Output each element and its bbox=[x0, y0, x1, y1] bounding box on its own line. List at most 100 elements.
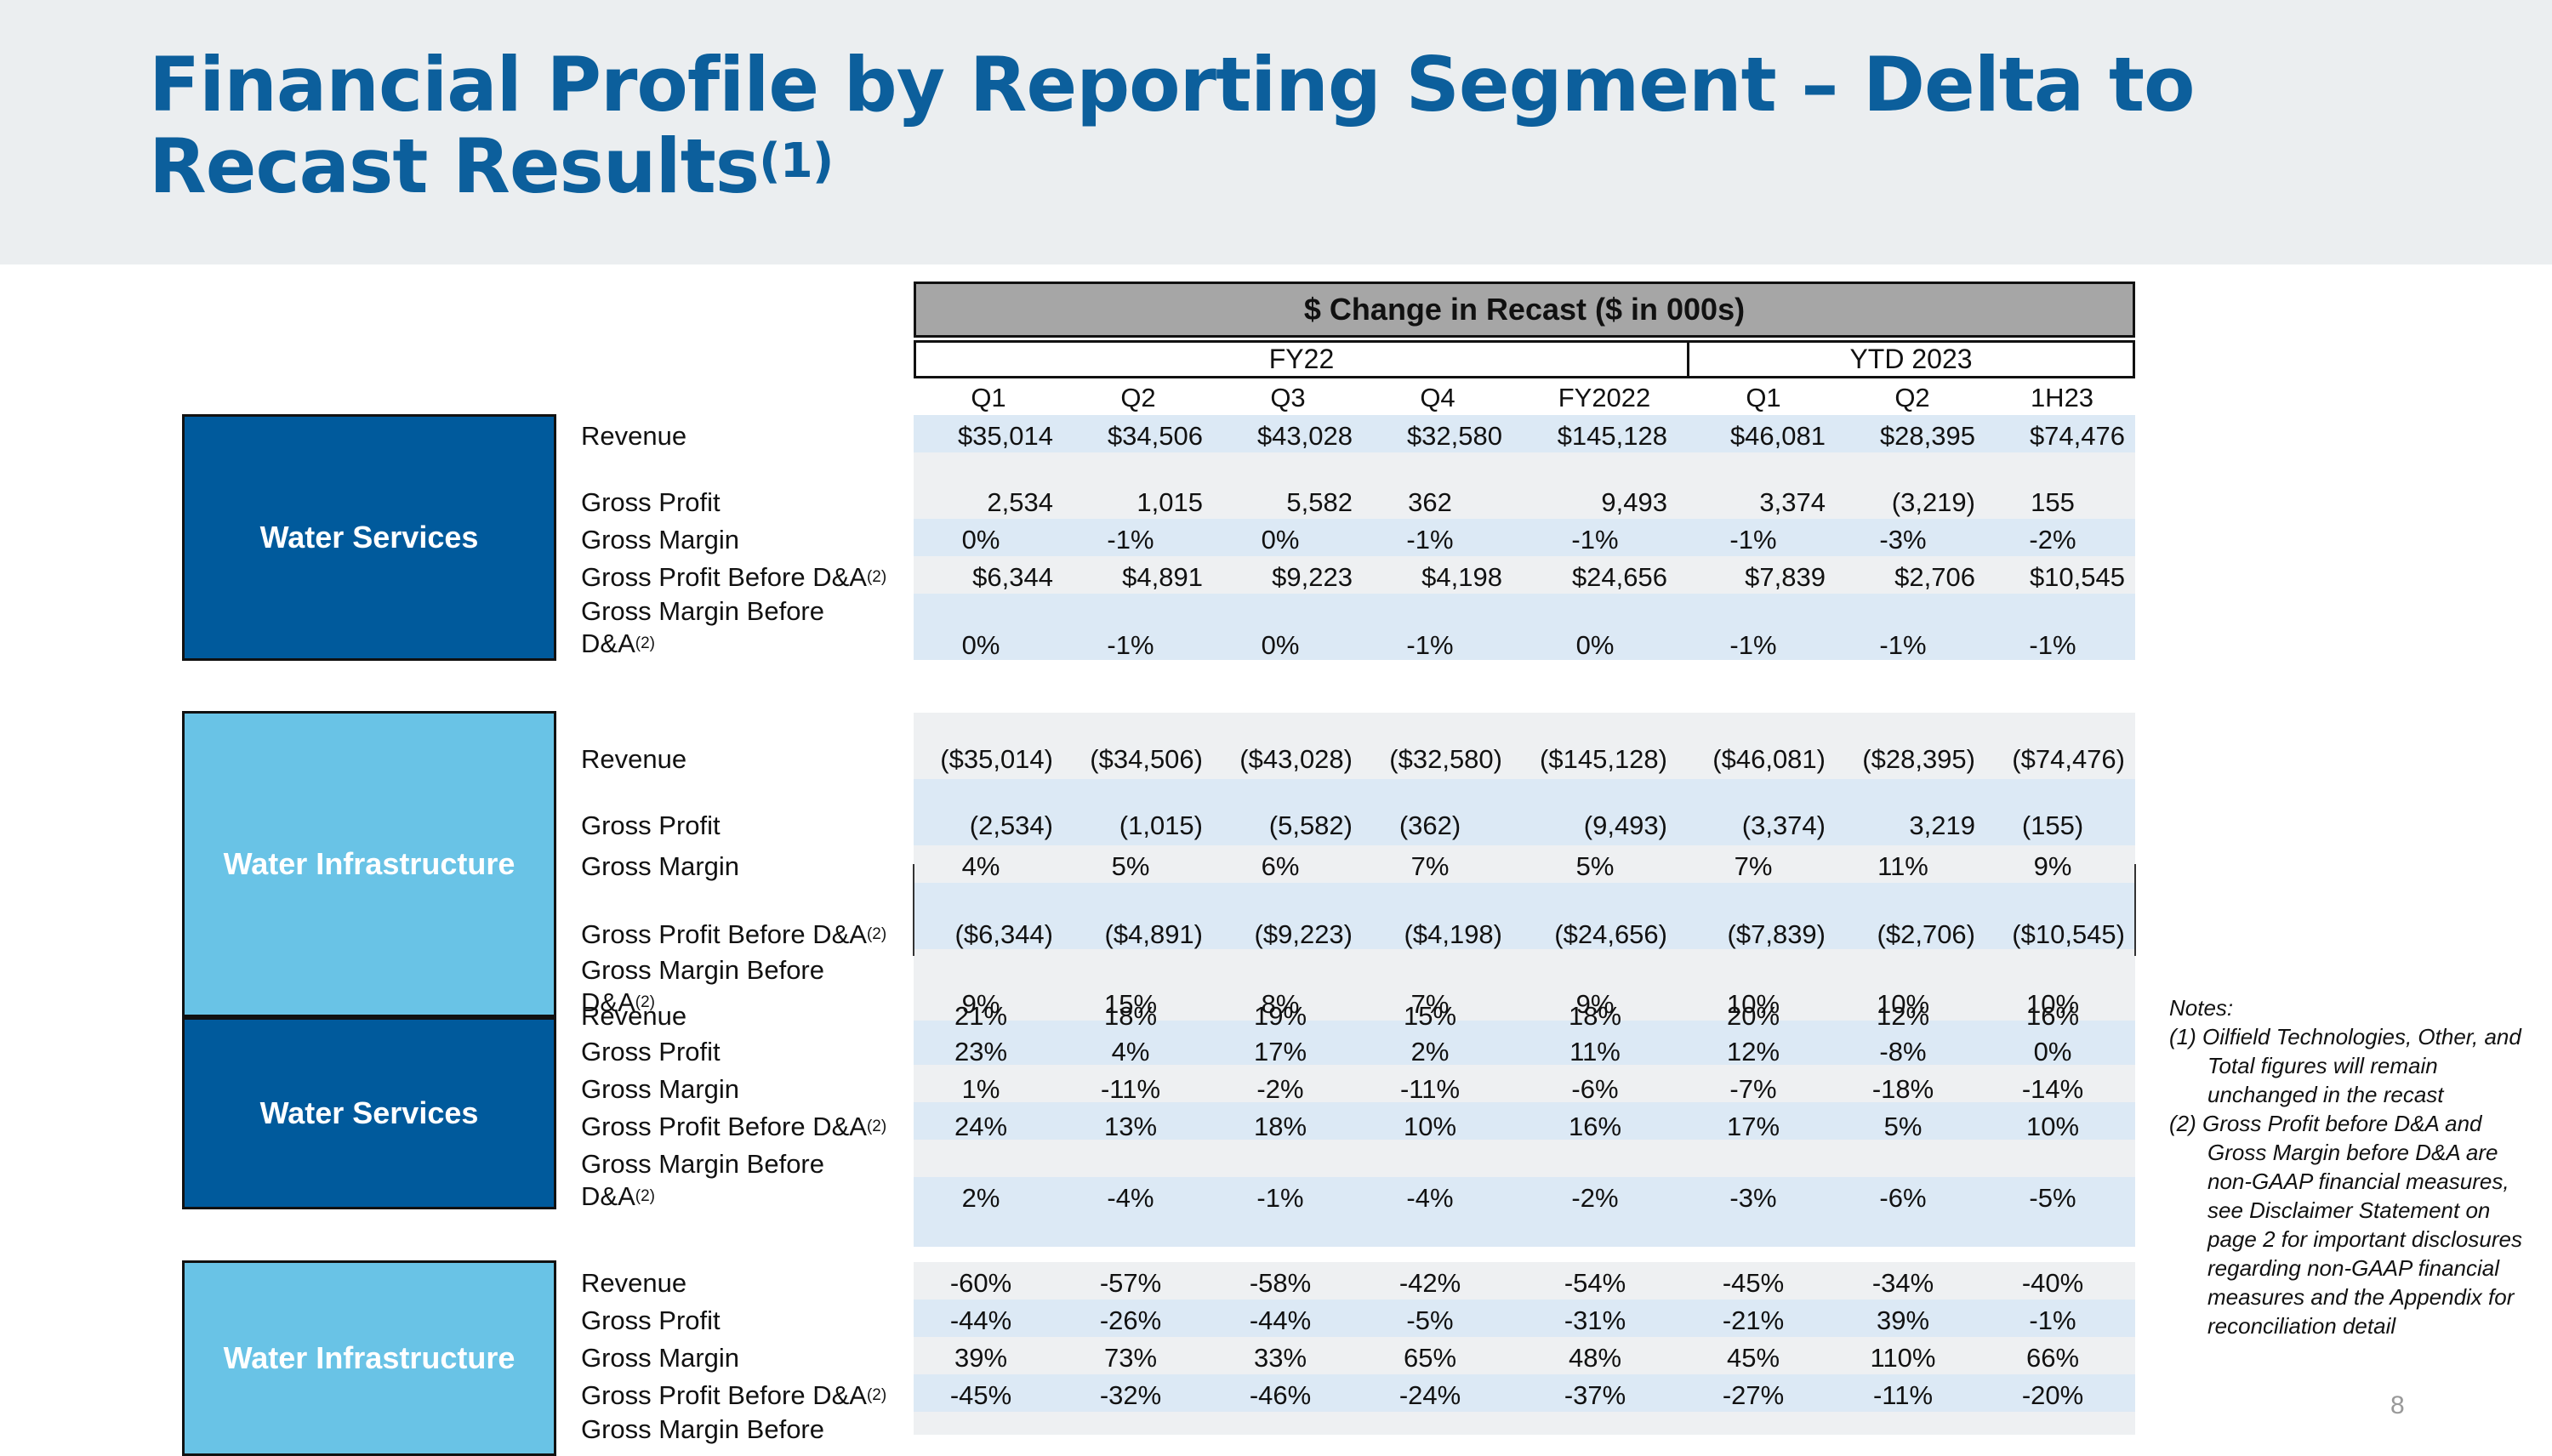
table-cell: 10% bbox=[1403, 1112, 1457, 1141]
table-cell: 5% bbox=[1575, 851, 1615, 881]
table-cell: -44% bbox=[949, 1305, 1012, 1335]
table-cell: -5% bbox=[2029, 1183, 2076, 1213]
table-cell: 18% bbox=[1103, 1001, 1158, 1031]
table-cell: 18% bbox=[1253, 1112, 1307, 1141]
footnote: (1) Oilfield Technologies, Other, and To… bbox=[2169, 1024, 2521, 1107]
table-cell: 10% bbox=[2025, 989, 2080, 1019]
table-cell: -7% bbox=[1729, 1074, 1777, 1104]
table-cell: $28,395 bbox=[1879, 421, 1975, 451]
table-cell: -32% bbox=[1099, 1380, 1162, 1410]
row-label: Revenue bbox=[581, 1268, 687, 1298]
table-cell: -5% bbox=[1406, 1305, 1454, 1335]
table-cell: $34,506 bbox=[1107, 421, 1203, 451]
row-label: Gross Margin bbox=[581, 851, 740, 881]
row-band bbox=[914, 1209, 2135, 1247]
row-label: Gross Profit Before D&A(2) bbox=[581, 919, 887, 949]
row-band bbox=[914, 949, 2135, 1021]
table-cell: -14% bbox=[2021, 1074, 2084, 1104]
table-cell: 110% bbox=[1870, 1343, 1936, 1373]
row-band bbox=[914, 779, 2135, 845]
table-cell: -1% bbox=[1879, 630, 1927, 660]
column-header: Q4 bbox=[1420, 383, 1455, 412]
table-cell: 5% bbox=[1111, 851, 1150, 881]
column-header: FY2022 bbox=[1558, 383, 1651, 412]
table-cell: ($34,506) bbox=[1090, 744, 1203, 774]
table-cell: -1% bbox=[1107, 630, 1154, 660]
row-band bbox=[914, 452, 2135, 481]
row-label: Gross Profit Before D&A(2) bbox=[581, 1380, 887, 1410]
table-cell: -42% bbox=[1398, 1268, 1461, 1298]
row-label: Gross Profit Before D&A(2) bbox=[581, 562, 887, 592]
row-band bbox=[914, 1412, 2135, 1435]
table-cell: -1% bbox=[2029, 1305, 2076, 1335]
footnotes: Notes: (1) Oilfield Technologies, Other,… bbox=[2169, 993, 2543, 1340]
table-cell: 0% bbox=[1575, 630, 1615, 660]
table-cell: -44% bbox=[1249, 1305, 1312, 1335]
table-cell: 8% bbox=[1261, 989, 1300, 1019]
table-cell: -1% bbox=[1406, 525, 1454, 555]
row-label: Gross Margin Before bbox=[581, 1414, 824, 1444]
row-label: Gross Margin Before D&A(2) bbox=[581, 955, 824, 1017]
table-cell: -54% bbox=[1564, 1268, 1626, 1298]
table-cell: 4% bbox=[1111, 1037, 1150, 1066]
column-header: Q3 bbox=[1270, 383, 1306, 412]
segment-box: Water Infrastructure bbox=[182, 1260, 556, 1456]
table-cell: -24% bbox=[1398, 1380, 1461, 1410]
table-cell: 9% bbox=[1575, 989, 1615, 1019]
table-cell: 33% bbox=[1253, 1343, 1307, 1373]
column-header: Q1 bbox=[971, 383, 1006, 412]
row-band bbox=[914, 1177, 2135, 1209]
table-cell: $4,198 bbox=[1421, 562, 1502, 592]
table-cell: $24,656 bbox=[1571, 562, 1667, 592]
table-cell: 7% bbox=[1410, 989, 1450, 1019]
table-cell: $46,081 bbox=[1729, 421, 1826, 451]
table-cell: $43,028 bbox=[1256, 421, 1353, 451]
table-cell: $145,128 bbox=[1557, 421, 1667, 451]
row-band bbox=[914, 1140, 2135, 1177]
table-cell: 13% bbox=[1103, 1112, 1158, 1141]
table-cell: 18% bbox=[1568, 1001, 1622, 1031]
table-cell: -1% bbox=[1107, 525, 1154, 555]
table-cell: 65% bbox=[1403, 1343, 1457, 1373]
row-label: Gross Profit bbox=[581, 1037, 721, 1066]
table-cell: (362) bbox=[1398, 810, 1461, 840]
table-cell: ($28,395) bbox=[1862, 744, 1975, 774]
table-cell: 11% bbox=[1569, 1037, 1621, 1066]
table-cell: -45% bbox=[949, 1380, 1012, 1410]
table-cell: 12% bbox=[1726, 1037, 1780, 1066]
row-band bbox=[914, 883, 2135, 949]
table-cell: 155 bbox=[2031, 487, 2075, 517]
table-rule bbox=[2134, 864, 2136, 956]
table-cell: ($43,028) bbox=[1239, 744, 1353, 774]
row-band bbox=[914, 1337, 2135, 1374]
table-cell: 39% bbox=[1876, 1305, 1930, 1335]
row-label: Gross Profit Before D&A(2) bbox=[581, 1112, 887, 1141]
table-cell: 1,015 bbox=[1136, 487, 1203, 517]
table-cell: ($145,128) bbox=[1540, 744, 1667, 774]
table-cell: -3% bbox=[1729, 1183, 1777, 1213]
table-cell: ($7,839) bbox=[1727, 919, 1826, 949]
table-cell: (3,219) bbox=[1891, 487, 1975, 517]
table-cell: 9,493 bbox=[1601, 487, 1667, 517]
table-cell: -1% bbox=[1256, 1183, 1304, 1213]
title-bar bbox=[0, 0, 2552, 264]
table-cell: -6% bbox=[1879, 1183, 1927, 1213]
table-cell: 15% bbox=[1103, 989, 1158, 1019]
row-band bbox=[914, 594, 2135, 660]
row-label: Gross Margin Before D&A(2) bbox=[581, 1149, 824, 1211]
table-cell: -37% bbox=[1564, 1380, 1626, 1410]
table-cell: -26% bbox=[1099, 1305, 1162, 1335]
table-cell: 16% bbox=[1568, 1112, 1622, 1141]
row-label: Gross Profit bbox=[581, 810, 721, 840]
segment-box: Water Infrastructure bbox=[182, 711, 556, 1017]
table-cell: 7% bbox=[1734, 851, 1773, 881]
table-cell: -8% bbox=[1879, 1037, 1927, 1066]
table-cell: 11% bbox=[1877, 851, 1928, 881]
row-band bbox=[914, 519, 2135, 556]
table-cell: 10% bbox=[1726, 989, 1780, 1019]
table-cell: ($9,223) bbox=[1254, 919, 1353, 949]
table-cell: -4% bbox=[1107, 1183, 1154, 1213]
table-cell: -11% bbox=[1399, 1074, 1461, 1104]
table-cell: -2% bbox=[1571, 1183, 1619, 1213]
table-cell: (3,374) bbox=[1741, 810, 1826, 840]
